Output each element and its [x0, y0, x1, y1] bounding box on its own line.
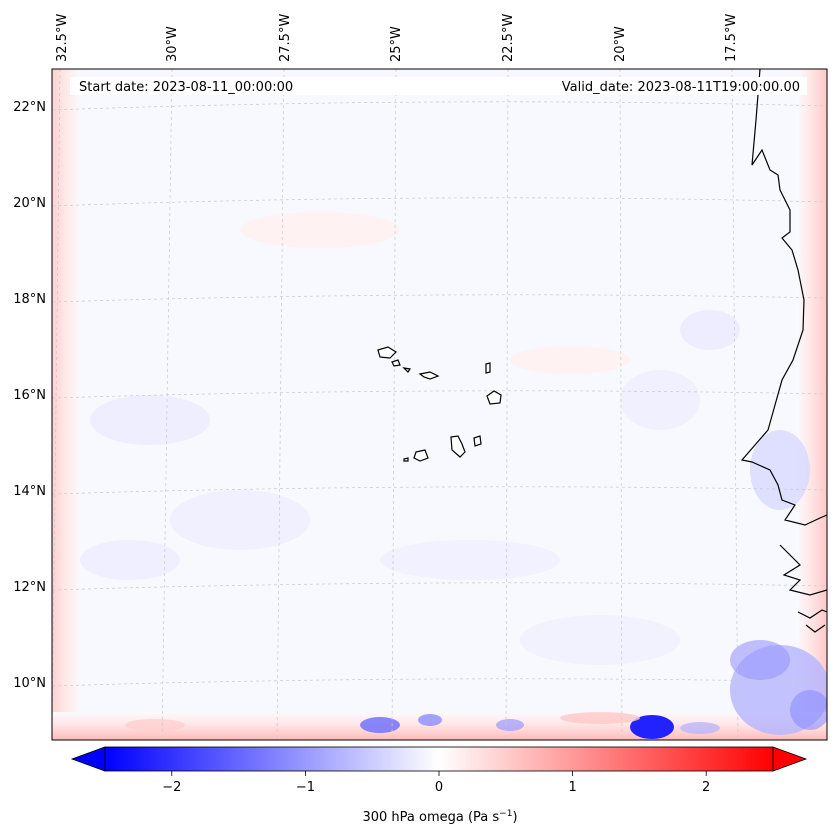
island-santo-antao	[377, 346, 397, 359]
lon-label: 22.5°W	[501, 14, 516, 62]
colorbar-max-extend	[772, 746, 808, 772]
longitude-labels: 32.5°W 30°W 27.5°W 25°W 22.5°W 20°W 17.5…	[55, 14, 739, 62]
island-sao-nicolau	[418, 371, 440, 380]
colorbar-tick-label: 0	[435, 780, 443, 795]
colorbar-ticks: −2 −1 0 1 2	[162, 771, 710, 795]
lon-label: 32.5°W	[55, 14, 70, 62]
lon-label: 17.5°W	[724, 14, 739, 62]
map-frame	[51, 68, 828, 741]
cape-verde-islands	[377, 346, 502, 462]
lon-label: 27.5°W	[278, 14, 293, 62]
island-santiago	[450, 435, 466, 458]
island-maio	[473, 435, 482, 447]
start-date: Start date: 2023-08-11_00:00:00	[79, 80, 293, 95]
valid-date: Valid_date: 2023-08-11T19:00:00.00	[562, 80, 800, 95]
colorbar-tick-label: −2	[162, 780, 181, 795]
coastline	[740, 69, 827, 633]
lat-label: 14°N	[13, 484, 46, 499]
lon-label: 30°W	[165, 26, 180, 62]
lat-label: 16°N	[13, 388, 46, 403]
lon-label: 25°W	[389, 26, 404, 62]
colorbar-min-extend	[70, 746, 106, 772]
latitude-labels: 22°N 20°N 18°N 16°N 14°N 12°N 10°N	[13, 100, 46, 691]
island-sal	[485, 362, 491, 374]
colorbar-tick-label: 2	[702, 780, 710, 795]
island-sao-vicente	[391, 359, 401, 367]
island-brava	[403, 457, 409, 462]
lat-label: 20°N	[13, 196, 46, 211]
colorbar-title: 300 hPa omega (Pa s−1)	[362, 809, 517, 825]
island-fogo	[413, 449, 429, 462]
colorbar-tick-label: 1	[568, 780, 576, 795]
graticule	[52, 69, 827, 740]
lat-label: 12°N	[13, 580, 46, 595]
island-santa-luzia	[402, 367, 412, 373]
date-header-band	[70, 77, 807, 95]
colorbar: −2 −1 0 1 2 300 hPa omega (Pa s−1)	[70, 746, 808, 825]
lon-label: 20°W	[613, 26, 628, 62]
colorbar-gradient	[105, 747, 773, 771]
lat-label: 10°N	[13, 676, 46, 691]
island-boa-vista	[486, 390, 502, 405]
lat-label: 22°N	[13, 100, 46, 115]
colorbar-tick-label: −1	[296, 780, 315, 795]
omega-field	[52, 69, 827, 740]
lat-label: 18°N	[13, 292, 46, 307]
